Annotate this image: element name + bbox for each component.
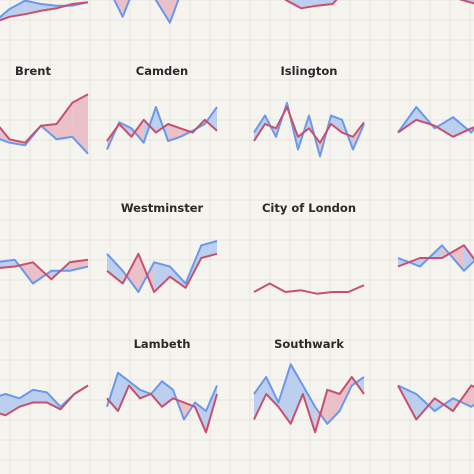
panel-label: Camden — [136, 64, 188, 78]
panel — [106, 371, 218, 434]
series-b-line — [397, 384, 474, 412]
area-between-series — [464, 245, 474, 271]
area-between-series — [434, 117, 453, 137]
panel — [397, 244, 474, 272]
panel — [253, 101, 365, 158]
series-a-line — [253, 106, 365, 144]
area-between-series — [278, 364, 291, 424]
area-between-series — [143, 107, 156, 143]
series-b-line — [106, 240, 218, 293]
series-a-line — [253, 282, 365, 295]
panel — [113, 0, 180, 24]
panel-label: Brent — [15, 64, 51, 78]
area-between-series — [151, 381, 162, 407]
series-b-line — [253, 101, 365, 158]
area-between-series — [471, 385, 474, 407]
panel — [284, 0, 338, 10]
panel — [0, 258, 89, 285]
panel — [0, 384, 89, 417]
label-layer: Brent Camden Islington Westminster City of L… — [15, 64, 356, 351]
panel-label: Southwark — [274, 337, 344, 351]
area-between-series — [107, 253, 123, 284]
panel — [253, 282, 365, 295]
panel — [253, 363, 365, 434]
series-a-line — [106, 118, 218, 142]
area-between-series — [72, 94, 88, 154]
area-between-series — [9, 0, 26, 17]
series-a-line — [0, 93, 89, 144]
series-b-line — [397, 244, 474, 272]
area-between-series — [254, 115, 265, 141]
area-between-series — [254, 377, 267, 420]
series-a-line — [0, 384, 89, 417]
series-b-line — [106, 371, 218, 421]
series-a-line — [253, 376, 365, 434]
series-a-line — [0, 1, 89, 22]
panel — [106, 106, 218, 150]
series-b-line — [0, 258, 89, 285]
series-a-line — [397, 118, 474, 138]
panel — [106, 240, 218, 293]
panel-label: Islington — [280, 64, 337, 78]
area-between-series — [327, 389, 340, 424]
area-between-series — [33, 389, 47, 403]
area-between-series — [285, 0, 302, 9]
series-a-line — [284, 0, 338, 10]
area-between-series — [56, 102, 73, 140]
panel — [397, 384, 474, 421]
area-between-series — [290, 364, 303, 424]
panel — [459, 0, 474, 5]
area-between-series — [154, 262, 170, 292]
area-between-series — [118, 372, 129, 411]
panel — [397, 106, 474, 138]
series-a-line — [106, 384, 218, 434]
series-a-line — [397, 244, 474, 268]
series-b-line — [253, 363, 365, 425]
series-b-line — [113, 0, 180, 24]
area-between-series — [0, 394, 6, 416]
panel-label: Lambeth — [134, 337, 191, 351]
series-a-line — [459, 0, 474, 5]
series-b-line — [397, 106, 474, 134]
series-a-line — [0, 258, 89, 281]
area-between-series — [5, 394, 20, 416]
panel-label: City of London — [262, 201, 356, 215]
panel — [0, 93, 89, 155]
series-a-line — [397, 384, 474, 421]
panel-label: Westminster — [121, 201, 204, 215]
panel — [0, 0, 89, 22]
series-a-line — [106, 252, 218, 293]
